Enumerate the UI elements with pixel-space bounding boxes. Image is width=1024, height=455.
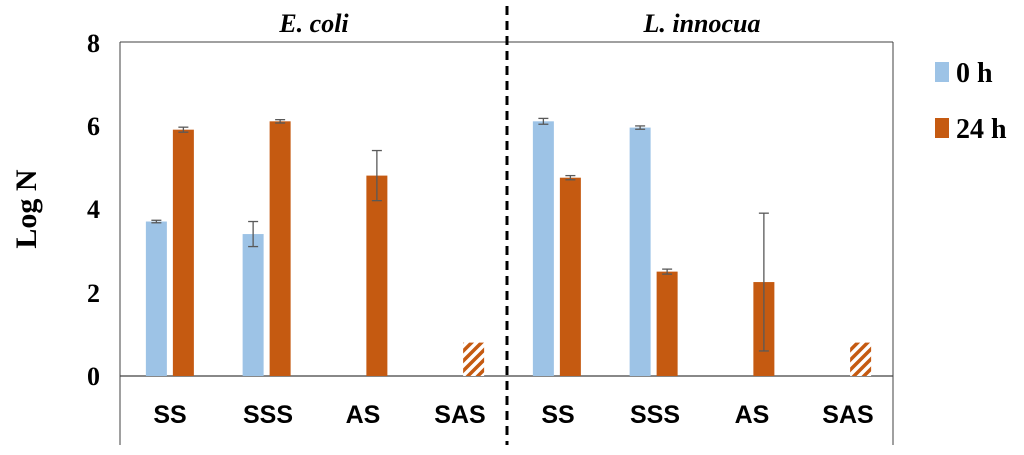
bar-ecoli-sss-24h <box>269 121 291 376</box>
y-tick-label: 8 <box>87 29 100 58</box>
category-label: SS <box>541 401 574 429</box>
bar-linnocua-sas-24h <box>850 342 872 376</box>
y-axis-title: Log N <box>10 169 43 249</box>
legend-label-0h: 0 h <box>956 58 993 89</box>
bars-layer <box>145 117 872 377</box>
category-label: AS <box>346 401 381 429</box>
legend-swatch-0h <box>935 62 949 82</box>
bar-ecoli-sss-0h <box>242 234 264 376</box>
bar-linnocua-ss-0h <box>532 121 554 376</box>
legend-label-24h: 24 h <box>956 114 1007 145</box>
bar-ecoli-as-24h <box>366 175 388 376</box>
group-title-l-innocua: L. innocua <box>642 9 760 38</box>
category-label: SAS <box>822 401 873 429</box>
y-tick-label: 0 <box>87 362 100 391</box>
category-label: SSS <box>243 401 293 429</box>
bar-ecoli-ss-24h <box>172 129 194 376</box>
bar-linnocua-ss-24h <box>559 177 581 376</box>
y-tick-label: 6 <box>87 112 100 141</box>
category-label: AS <box>735 401 770 429</box>
group-title-e-coli: E. coli <box>278 9 349 38</box>
bar-linnocua-sss-0h <box>629 127 651 377</box>
category-label: SAS <box>434 401 485 429</box>
y-tick-label: 2 <box>87 279 100 308</box>
bar-ecoli-sas-24h <box>463 342 485 376</box>
legend-swatch-24h <box>935 118 949 138</box>
category-label: SS <box>153 401 186 429</box>
y-tick-label: 4 <box>87 195 100 224</box>
bar-ecoli-ss-0h <box>145 221 167 376</box>
bar-linnocua-sss-24h <box>656 271 678 376</box>
category-label: SSS <box>630 401 680 429</box>
